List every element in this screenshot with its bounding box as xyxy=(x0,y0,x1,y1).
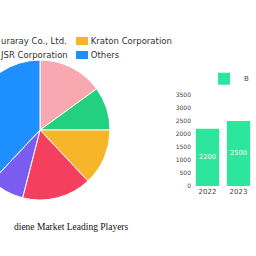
html-text:uraray Co., Ltd.: uraray Co., Ltd. xyxy=(1,36,67,46)
svg-text:0: 0 xyxy=(187,182,191,189)
svg-text:3000: 3000 xyxy=(176,104,191,111)
svg-text:2022: 2022 xyxy=(199,188,217,196)
svg-text:2000: 2000 xyxy=(176,130,191,137)
svg-text:1500: 1500 xyxy=(176,143,191,150)
svg-text:B: B xyxy=(244,75,249,83)
html-text:Kraton Corporation: Kraton Corporation xyxy=(90,36,172,46)
svg-text:500: 500 xyxy=(180,169,192,176)
svg-text:2023: 2023 xyxy=(230,188,248,196)
svg-text:1000: 1000 xyxy=(176,156,191,163)
html-text:diene Market Leading Players: diene Market Leading Players xyxy=(14,222,129,232)
svg-text:2500: 2500 xyxy=(176,117,191,124)
html-text:Others: Others xyxy=(90,50,120,60)
html-text:JSR Corporation: JSR Corporation xyxy=(1,50,68,60)
svg-text:2200: 2200 xyxy=(199,153,216,161)
svg-text:3500: 3500 xyxy=(176,91,191,98)
svg-text:2500: 2500 xyxy=(230,149,247,157)
